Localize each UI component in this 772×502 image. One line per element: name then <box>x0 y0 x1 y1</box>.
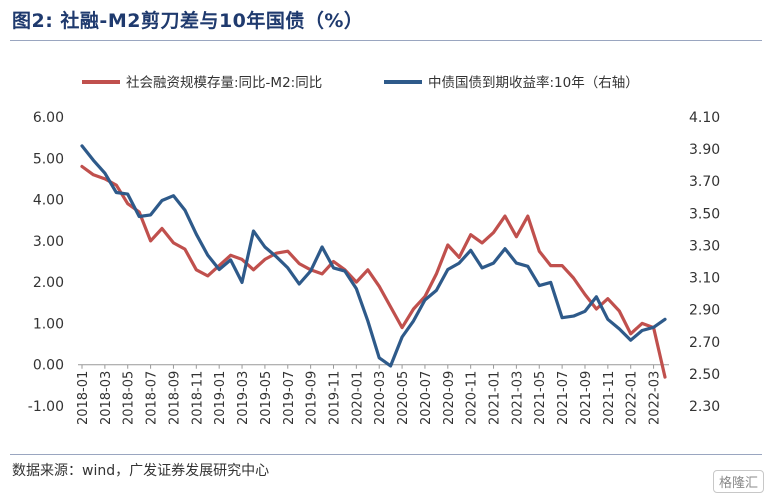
y-left-tick-label: 1.00 <box>33 316 64 332</box>
x-tick-label: 2021-07 <box>556 371 571 425</box>
x-tick-label: 2021-09 <box>579 371 594 425</box>
x-tick-label: 2019-03 <box>236 371 251 425</box>
x-tick-label: 2020-07 <box>419 371 434 425</box>
y-right-tick-label: 3.90 <box>689 142 720 158</box>
x-tick-label: 2021-11 <box>602 371 617 425</box>
series-lines <box>80 144 667 379</box>
y-right-tick-label: 2.30 <box>689 399 720 415</box>
y-right-tick-label: 2.70 <box>689 335 720 351</box>
y-left-tick-label: -1.00 <box>28 399 64 415</box>
line-chart: 社会融资规模存量:同比-M2:同比 中债国债到期收益率:10年（右轴） 6.00… <box>28 74 720 425</box>
y-right-tick-label: 2.90 <box>689 303 720 319</box>
y-right-tick-label: 4.10 <box>689 110 720 126</box>
source-note: 数据来源：wind，广发证券发展研究中心 <box>12 463 270 479</box>
x-tick-label: 2018-09 <box>167 371 182 425</box>
y-right-tick-label: 3.30 <box>689 238 720 254</box>
series-line-10y-bond-yield <box>80 144 667 368</box>
x-tick-label: 2021-03 <box>510 371 525 425</box>
y-right-tick-label: 3.50 <box>689 206 720 222</box>
x-tick-label: 2022-01 <box>625 371 640 425</box>
y-left-tick-label: 4.00 <box>33 193 64 209</box>
x-tick-label: 2020-01 <box>350 371 365 425</box>
x-tick-label: 2021-01 <box>488 371 503 425</box>
series-line-social-m2-spread <box>80 164 667 379</box>
x-tick-label: 2018-07 <box>145 371 160 425</box>
y-right-tick-label: 2.50 <box>689 367 720 383</box>
x-tick-label: 2020-05 <box>396 371 411 425</box>
y-left-tick-label: 5.00 <box>33 151 64 167</box>
top-rule <box>10 40 762 41</box>
legend-label-social: 社会融资规模存量:同比-M2:同比 <box>126 75 322 91</box>
bottom-rule <box>10 454 762 455</box>
watermark-logo: 格隆汇 <box>712 470 764 493</box>
x-tick-label: 2022-03 <box>648 371 663 425</box>
axes: 6.00 5.00 4.00 3.00 2.00 1.00 0.00 -1.00 4.10 3.9… <box>28 110 720 425</box>
x-tick-label: 2020-03 <box>373 371 388 425</box>
y-right-tick-label: 3.70 <box>689 174 720 190</box>
x-tick-label: 2018-01 <box>76 371 91 425</box>
x-tick-label: 2019-05 <box>259 371 274 425</box>
x-tick-label: 2018-05 <box>122 371 137 425</box>
y-left-tick-label: 3.00 <box>33 234 64 250</box>
x-tick-label: 2021-05 <box>533 371 548 425</box>
x-tick-label: 2019-07 <box>282 371 297 425</box>
x-tick-label: 2019-11 <box>327 371 342 425</box>
chart-title: 图2: 社融-M2剪刀差与10年国债（%） <box>12 10 364 32</box>
x-tick-label: 2018-03 <box>99 371 114 425</box>
x-tick-label: 2018-11 <box>190 371 205 425</box>
y-left-tick-label: 2.00 <box>33 275 64 291</box>
y-right-tick-label: 3.10 <box>689 271 720 287</box>
x-tick-label: 2020-09 <box>442 371 457 425</box>
x-tick-label: 2020-11 <box>465 371 480 425</box>
x-tick-label: 2019-09 <box>305 371 320 425</box>
legend-label-bond: 中债国债到期收益率:10年（右轴） <box>428 74 639 91</box>
x-tick-label: 2019-01 <box>213 371 228 425</box>
y-left-tick-label: 0.00 <box>33 358 64 374</box>
y-left-tick-label: 6.00 <box>33 110 64 126</box>
legend: 社会融资规模存量:同比-M2:同比 中债国债到期收益率:10年（右轴） <box>82 74 639 91</box>
